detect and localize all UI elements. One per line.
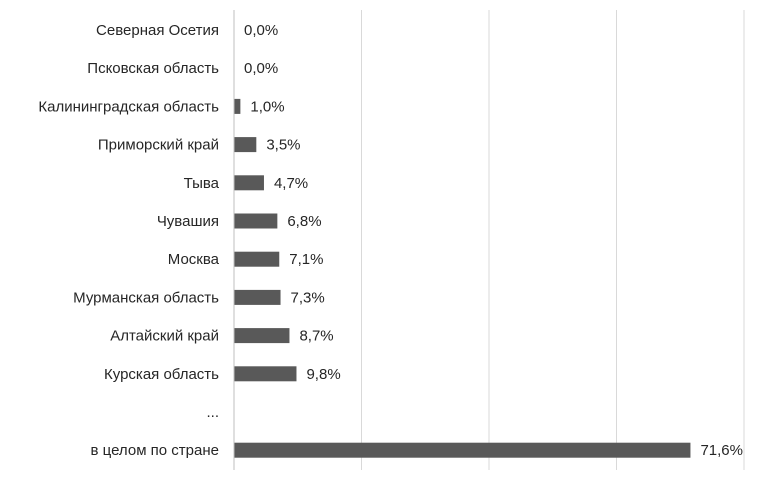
bar [234,137,257,153]
data-label: 0,0% [244,60,278,77]
bar [234,251,280,267]
category-label: Мурманская область [73,289,219,306]
bar [234,213,278,229]
data-label: 8,7% [299,328,333,345]
category-label: Приморский край [98,137,219,154]
bar [234,366,297,382]
data-label: 6,8% [287,213,321,230]
bar [234,328,290,344]
category-label: в целом по стране [91,442,219,459]
category-label: Алтайский край [110,328,219,345]
category-label: Москва [168,251,220,268]
bars [234,98,691,458]
bar [234,442,691,458]
category-label: Северная Осетия [96,22,219,39]
data-label: 0,0% [244,22,278,39]
bar [234,98,241,114]
data-label: 3,5% [266,137,300,154]
gridlines [361,10,745,470]
category-label: Чувашия [157,213,219,230]
category-label: Калининградская область [38,98,219,115]
category-label: Псковская область [87,60,219,77]
category-label: ... [206,404,219,421]
bar [234,175,264,191]
data-label: 1,0% [250,98,284,115]
category-label: Тыва [184,175,220,192]
data-label: 7,3% [291,289,325,306]
data-label: 71,6% [700,442,743,459]
data-label: 9,8% [306,366,340,383]
data-label: 4,7% [274,175,308,192]
category-label: Курская область [104,366,219,383]
category-labels: Северная Осетия Псковская область Калининг… [38,22,219,459]
value-labels: 0,0% 0,0% 1,0% 3,5% 4,7% 6,8% 7,1% 7,3% 8,7% 9,8%… [244,22,743,459]
bar [234,289,281,305]
data-label: 7,1% [289,251,323,268]
